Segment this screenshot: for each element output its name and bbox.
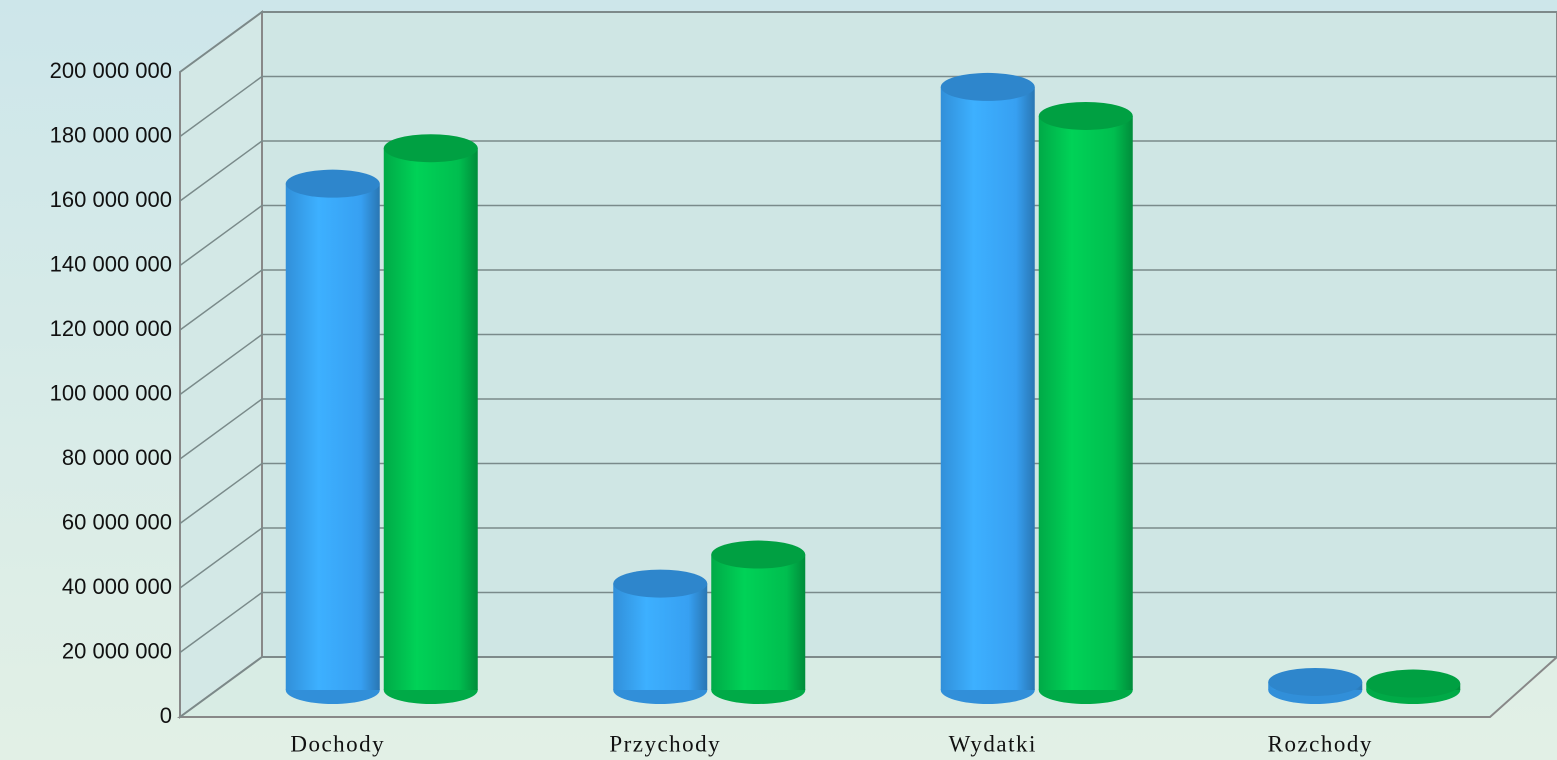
y-tick-label: 0 (160, 703, 172, 728)
bar (613, 569, 708, 704)
bar-top (940, 72, 1035, 101)
bar-body (1038, 115, 1133, 690)
y-tick-label: 40 000 000 (62, 574, 172, 599)
x-tick-label: Wydatki (949, 731, 1037, 756)
bar-top (383, 134, 478, 163)
bar-body (613, 583, 708, 690)
y-tick-label: 200 000 000 (50, 58, 172, 83)
y-tick-label: 120 000 000 (50, 316, 172, 341)
bar (1268, 667, 1363, 704)
y-tick-label: 60 000 000 (62, 509, 172, 534)
bar-top (1268, 667, 1363, 696)
x-tick-label: Dochody (290, 731, 385, 756)
y-tick-label: 160 000 000 (50, 187, 172, 212)
bar (1366, 669, 1461, 704)
grid-line (179, 11, 1557, 73)
y-tick-label: 20 000 000 (62, 638, 172, 663)
y-tick-label: 80 000 000 (62, 445, 172, 470)
bar-top (711, 540, 806, 569)
bar-body (711, 554, 806, 690)
bar-body (383, 148, 478, 690)
bar (940, 72, 1035, 704)
bar-top (1366, 669, 1461, 698)
bar (1038, 101, 1133, 704)
grid-line (179, 75, 1557, 138)
bar-top (1038, 101, 1133, 130)
bar-body (285, 183, 380, 691)
y-tick-label: 180 000 000 (50, 122, 172, 147)
bar (285, 169, 380, 704)
bar (383, 134, 478, 704)
bar-top (613, 569, 708, 598)
x-tick-label: Przychody (609, 731, 721, 756)
y-tick-label: 140 000 000 (50, 251, 172, 276)
x-tick-label: Rozchody (1268, 731, 1373, 756)
bar-body (940, 86, 1035, 691)
y-tick-label: 100 000 000 (50, 380, 172, 405)
bar-top (285, 169, 380, 198)
bar (711, 540, 806, 704)
